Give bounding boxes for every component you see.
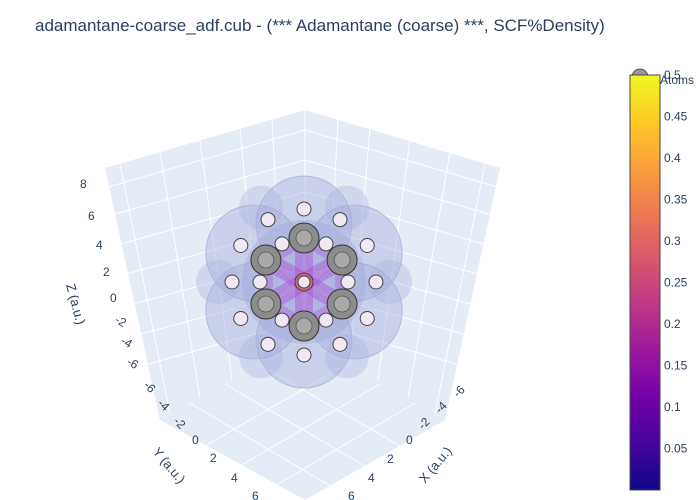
hydrogen-atom[interactable] xyxy=(332,212,348,228)
hydrogen-atom[interactable] xyxy=(224,274,240,290)
hydrogen-atom[interactable] xyxy=(296,201,312,217)
z-axis-label: Z (a.u.) xyxy=(63,282,88,326)
z-tick: 0 xyxy=(110,291,117,305)
hydrogen-atom[interactable] xyxy=(340,274,356,290)
back-right-pane xyxy=(305,110,500,420)
x-tick: 0 xyxy=(406,433,413,447)
z-tick: 2 xyxy=(103,265,110,279)
hydrogen-atom[interactable] xyxy=(318,236,334,252)
z-tick: 6 xyxy=(88,209,95,223)
plot-title: adamantane-coarse_adf.cub - (*** Adamant… xyxy=(35,16,605,35)
x-axis-label: X (a.u.) xyxy=(416,444,455,486)
hydrogen-atom[interactable] xyxy=(318,312,334,328)
isosurface-lobe xyxy=(239,185,283,230)
colorbar-tick-label: 0.1 xyxy=(664,400,681,414)
isosurface-lobe xyxy=(239,334,283,379)
colorbar-tick-label: 0.4 xyxy=(664,151,681,165)
y-tick: 4 xyxy=(231,471,238,485)
x-tick: 2 xyxy=(387,452,394,466)
hydrogen-atom[interactable] xyxy=(274,236,290,252)
colorbar-tick-label: 0.05 xyxy=(664,442,688,456)
z-tick: -6 xyxy=(125,354,142,372)
isosurface-lobe xyxy=(325,185,369,230)
colorbar xyxy=(629,74,661,491)
hydrogen-atom[interactable] xyxy=(233,311,249,326)
colorbar-tick-label: 0.25 xyxy=(664,276,688,290)
carbon-atom-highlight xyxy=(257,295,275,313)
x-tick: -6 xyxy=(450,382,468,400)
colorbar-tick-label: 0.35 xyxy=(664,193,688,207)
y-tick: 2 xyxy=(210,451,217,465)
hydrogen-atom[interactable] xyxy=(359,238,375,253)
carbon-atom-highlight xyxy=(295,317,313,335)
colorbar-tick-label: 0.45 xyxy=(664,110,688,124)
hydrogen-atom[interactable] xyxy=(274,312,290,328)
atoms-legend-label: Atoms xyxy=(660,73,694,87)
colorbar-ticks: 0.5 0.45 0.4 0.35 0.3 0.25 0.2 0.15 0.1 0.05 xyxy=(664,68,688,456)
molecule-isosurface[interactable] xyxy=(196,175,412,389)
back-left-pane xyxy=(105,110,305,420)
colorbar-tick-label: 0.3 xyxy=(664,234,681,248)
hydrogen-atom[interactable] xyxy=(260,212,276,228)
y-axis-label: Y (a.u.) xyxy=(150,444,189,486)
isosurface-lobe xyxy=(196,260,240,304)
isosurface-lobe xyxy=(325,334,369,379)
carbon-atom-highlight xyxy=(257,251,275,269)
y-tick: 0 xyxy=(192,433,199,447)
z-tick: -2 xyxy=(113,312,130,330)
hydrogen-atom[interactable] xyxy=(296,347,312,363)
carbon-atom-highlight xyxy=(333,251,351,269)
hydrogen-atom[interactable] xyxy=(252,274,268,290)
z-tick: 8 xyxy=(80,177,87,191)
y-tick: 6 xyxy=(252,489,259,500)
hydrogen-atom[interactable] xyxy=(233,238,249,253)
isosurface-lobe xyxy=(368,260,412,304)
colorbar-tick-label: 0.5 xyxy=(664,68,681,82)
colorbar-tick-label: 0.2 xyxy=(664,317,681,331)
x-tick: 6 xyxy=(348,489,355,500)
hydrogen-atom[interactable] xyxy=(368,274,384,290)
z-tick: 4 xyxy=(96,238,103,252)
hydrogen-atom[interactable] xyxy=(332,336,348,352)
hydrogen-atom[interactable] xyxy=(359,311,375,326)
hydrogen-atom[interactable] xyxy=(260,336,276,352)
carbon-atom-highlight xyxy=(333,295,351,313)
colorbar-tick-label: 0.15 xyxy=(664,359,688,373)
floor-pane xyxy=(160,340,445,500)
z-tick: -4 xyxy=(119,333,136,351)
carbon-atom-highlight xyxy=(295,229,313,247)
hydrogen-atom[interactable] xyxy=(297,275,311,289)
x-tick: 4 xyxy=(368,471,375,485)
